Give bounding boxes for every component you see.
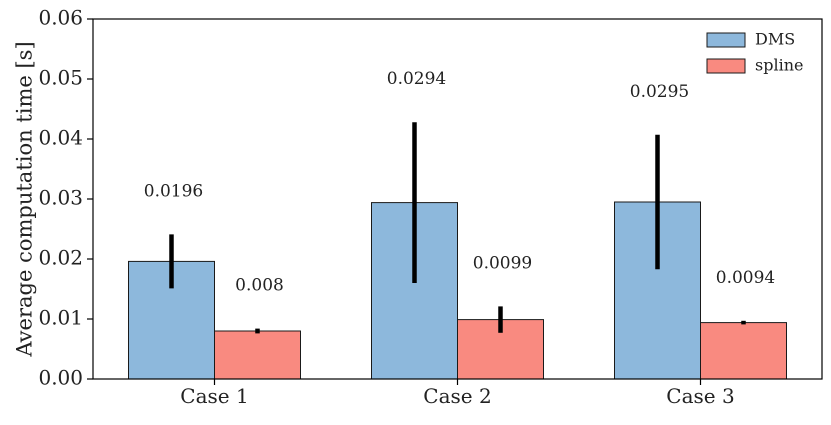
legend: DMS spline	[706, 30, 803, 75]
plot-frame	[92, 18, 823, 380]
x-tick-label: Case 3	[666, 384, 734, 408]
value-label: 0.0099	[473, 253, 532, 273]
x-tick-label: Case 2	[423, 384, 491, 408]
y-axis-ticks: 0.00 0.01 0.02 0.03 0.04 0.05 0.06	[38, 6, 93, 390]
value-label: 0.008	[235, 276, 284, 296]
x-tick-label: Case 1	[180, 384, 248, 408]
legend-swatch	[706, 32, 746, 48]
y-tick-label: 0.06	[38, 6, 83, 30]
y-tick-label: 0.04	[38, 126, 83, 150]
value-label: 0.0295	[630, 82, 689, 102]
y-tick-label: 0.00	[38, 366, 83, 390]
y-tick-label: 0.01	[38, 306, 83, 330]
bar-spline	[214, 330, 301, 380]
bar-spline	[700, 322, 787, 380]
x-axis-ticks: Case 1 Case 2 Case 3	[180, 379, 735, 408]
value-labels: 0.0196 0.008 0.0294 0.0099 0.0295 0.0094	[144, 69, 775, 295]
legend-label: DMS	[755, 30, 795, 49]
y-tick-label: 0.02	[38, 246, 83, 270]
y-axis-label: Average computation time [s]	[13, 41, 37, 357]
value-label: 0.0094	[716, 268, 775, 288]
value-label: 0.0196	[144, 181, 203, 201]
error-bars	[169, 122, 746, 334]
y-tick-label: 0.05	[38, 66, 83, 90]
legend-label: spline	[755, 56, 803, 75]
value-label: 0.0294	[387, 69, 446, 89]
y-tick-label: 0.03	[38, 186, 83, 210]
legend-swatch	[706, 58, 746, 74]
bar-series	[128, 201, 787, 380]
